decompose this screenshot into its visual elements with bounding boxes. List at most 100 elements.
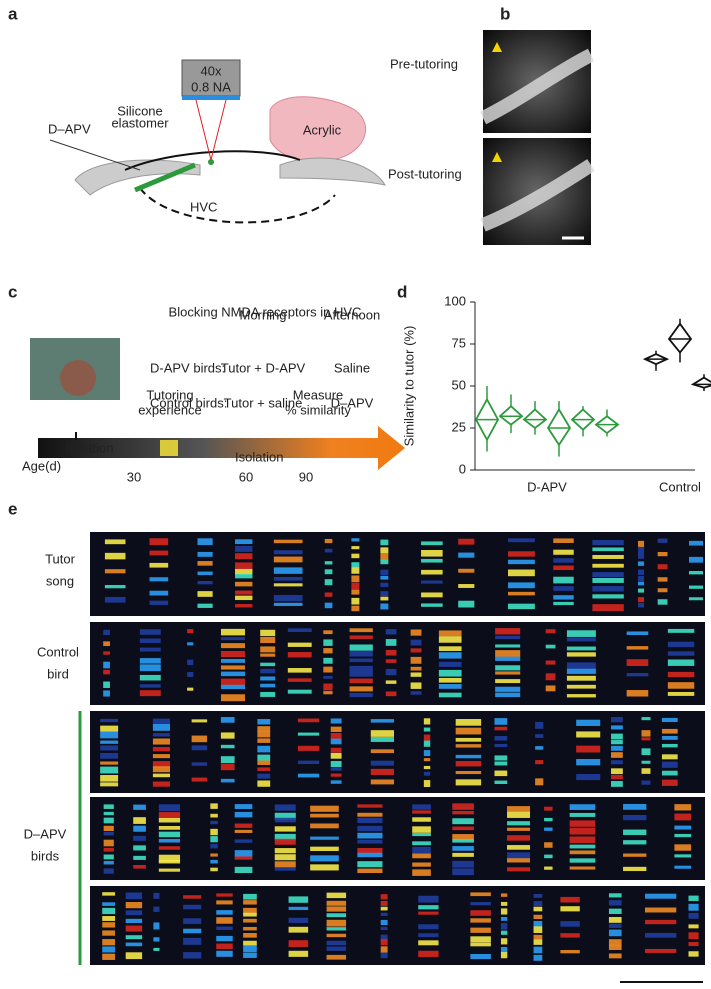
syllable-harmonic <box>103 868 114 874</box>
syllable-harmonic <box>380 952 388 959</box>
syllable-harmonic <box>326 913 347 918</box>
syllable-harmonic <box>608 944 622 951</box>
syllable-harmonic <box>495 650 521 657</box>
syllable-harmonic <box>288 896 309 903</box>
syllable-harmonic <box>566 662 596 670</box>
syllable-harmonic <box>183 937 202 945</box>
syllable-harmonic <box>418 924 439 930</box>
syllable-harmonic <box>545 629 556 634</box>
syllable-harmonic <box>260 636 276 644</box>
syllable-harmonic <box>103 860 114 865</box>
syllable-harmonic <box>273 583 303 587</box>
syllable-harmonic <box>235 604 253 608</box>
syllable-harmonic <box>351 562 360 568</box>
syllable-harmonic <box>260 653 276 657</box>
syllable-harmonic <box>661 770 678 776</box>
syllable-harmonic <box>191 745 208 751</box>
syllable-harmonic <box>216 943 233 950</box>
syllable-harmonic <box>139 658 161 664</box>
syllable-harmonic <box>421 580 443 584</box>
syllable-harmonic <box>158 854 181 862</box>
syllable-harmonic <box>210 803 218 809</box>
dendrite <box>479 48 595 125</box>
syllable-harmonic <box>500 893 508 897</box>
syllable-harmonic <box>220 694 245 702</box>
syllable-harmonic <box>243 900 257 905</box>
syllable-harmonic <box>380 547 389 554</box>
syllable-harmonic <box>500 930 508 935</box>
syllable-harmonic <box>243 926 257 931</box>
syllable-harmonic <box>288 917 309 923</box>
syllable-harmonic <box>494 726 508 731</box>
syllable-harmonic <box>323 630 333 635</box>
drug-pointer <box>49 139 141 171</box>
timeline-arrow <box>38 426 405 470</box>
syllable-harmonic <box>553 586 574 591</box>
syllable-harmonic <box>455 719 482 726</box>
syllable-harmonic <box>380 938 388 946</box>
syllable-harmonic <box>210 859 218 864</box>
light-cone <box>210 99 227 161</box>
syllable-harmonic <box>553 565 574 571</box>
syllable-harmonic <box>235 590 253 595</box>
syllable-harmonic <box>576 719 601 726</box>
syllable-harmonic <box>470 927 491 933</box>
syllable-harmonic <box>637 540 645 548</box>
table-header: Morning <box>240 307 287 322</box>
syllable-harmonic <box>234 850 253 858</box>
syllable-harmonic <box>533 946 543 954</box>
syllable-harmonic <box>370 760 395 766</box>
syllable-harmonic <box>569 820 596 827</box>
syllable-harmonic <box>274 854 296 861</box>
syllable-harmonic <box>158 812 181 819</box>
syllable-harmonic <box>495 692 521 698</box>
syllable-harmonic <box>149 577 169 582</box>
syllable-harmonic <box>418 895 439 903</box>
syllable-harmonic <box>158 826 181 830</box>
syllable-harmonic <box>152 738 171 745</box>
syllable-harmonic <box>220 717 235 723</box>
syllable-harmonic <box>100 725 119 732</box>
syllable-harmonic <box>125 892 143 900</box>
syllable-harmonic <box>544 842 553 848</box>
syllable-harmonic <box>149 562 169 568</box>
syllable-harmonic <box>576 759 601 766</box>
syllable-harmonic <box>274 826 296 832</box>
syllable-harmonic <box>297 718 320 723</box>
image-label: Pre-tutoring <box>390 56 458 71</box>
syllable-harmonic <box>688 585 703 589</box>
syllable-harmonic <box>351 582 360 590</box>
syllable-harmonic <box>608 900 622 906</box>
syllable-harmonic <box>533 893 543 898</box>
syllable-harmonic <box>623 829 647 836</box>
syllable-harmonic <box>674 865 692 869</box>
syllable-harmonic <box>641 717 651 721</box>
syllable-harmonic <box>569 827 596 835</box>
group-label: Control <box>659 479 701 494</box>
y-tick-label: 75 <box>452 335 466 350</box>
syllable-harmonic <box>410 648 422 653</box>
syllable-harmonic <box>667 651 695 656</box>
syllable-harmonic <box>274 812 296 820</box>
syllable-harmonic <box>257 726 271 732</box>
skull-left <box>74 159 201 196</box>
syllable-harmonic <box>566 630 596 637</box>
neuron <box>208 159 214 165</box>
syllable-harmonic <box>326 900 347 906</box>
syllable-harmonic <box>260 629 276 637</box>
syllable-harmonic <box>500 908 508 915</box>
syllable-harmonic <box>234 829 253 833</box>
syllable-harmonic <box>216 893 233 897</box>
syllable-harmonic <box>535 778 544 786</box>
y-tick-label: 25 <box>452 419 466 434</box>
syllable-harmonic <box>235 595 253 601</box>
syllable-harmonic <box>380 934 388 942</box>
syllable-harmonic <box>357 804 383 808</box>
syllable-harmonic <box>657 599 668 605</box>
syllable-harmonic <box>507 551 535 557</box>
arrowhead <box>492 152 502 162</box>
syllable-harmonic <box>569 858 596 863</box>
row-label: D–APV <box>24 826 67 841</box>
syllable-harmonic <box>103 661 110 669</box>
syllable-harmonic <box>544 827 553 831</box>
